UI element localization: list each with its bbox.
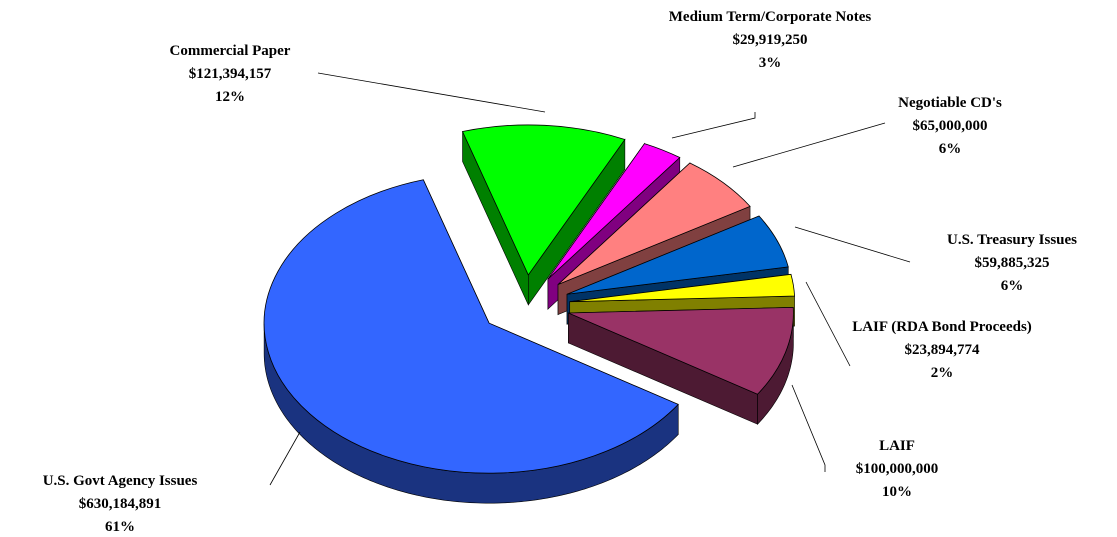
slice xyxy=(547,143,681,280)
leader-line xyxy=(791,384,826,472)
label-percent: 6% xyxy=(938,141,962,157)
label-name: LAIF (RDA Bond Proceeds) xyxy=(852,319,1032,335)
label-percent: 3% xyxy=(758,55,782,71)
data-label: Negotiable CD's $65,000,000 6% xyxy=(850,92,1050,161)
data-label: U.S. Treasury Issues $59,885,325 6% xyxy=(912,229,1112,298)
leader-line xyxy=(732,122,886,168)
slice xyxy=(557,162,751,285)
label-percent: 12% xyxy=(215,89,245,105)
slice xyxy=(566,215,789,295)
label-value: $29,919,250 xyxy=(732,32,808,48)
label-value: $59,885,325 xyxy=(974,255,1050,271)
label-name: Negotiable CD's xyxy=(898,95,1002,111)
data-label: Commercial Paper $121,394,157 12% xyxy=(120,40,340,109)
slice xyxy=(461,124,626,276)
label-name: U.S. Treasury Issues xyxy=(946,232,1078,248)
label-percent: 10% xyxy=(882,484,912,500)
label-name: LAIF xyxy=(879,438,915,454)
label-value: $65,000,000 xyxy=(912,118,988,134)
leader-line xyxy=(269,431,301,486)
label-name: U.S. Govt Agency Issues xyxy=(42,473,198,489)
label-percent: 6% xyxy=(1000,278,1024,294)
label-name: Commercial Paper xyxy=(169,43,291,59)
leader-line xyxy=(671,112,756,139)
label-value: $23,894,774 xyxy=(904,342,980,358)
leader-line xyxy=(805,281,851,367)
label-percent: 61% xyxy=(105,519,135,535)
label-value: $121,394,157 xyxy=(188,66,272,82)
data-label: U.S. Govt Agency Issues $630,184,891 61% xyxy=(0,470,240,537)
data-label: Medium Term/Corporate Notes $29,919,250 3% xyxy=(660,6,880,75)
slice xyxy=(568,306,794,395)
leader-line xyxy=(317,72,546,113)
slice xyxy=(569,273,795,303)
leader-line xyxy=(794,226,911,263)
slice xyxy=(263,179,679,474)
label-name: Medium Term/Corporate Notes xyxy=(668,9,872,25)
data-label: LAIF (RDA Bond Proceeds) $23,894,774 2% xyxy=(852,316,1032,385)
label-value: $630,184,891 xyxy=(78,496,162,512)
data-label: LAIF $100,000,000 10% xyxy=(797,435,997,504)
label-value: $100,000,000 xyxy=(855,461,939,477)
label-percent: 2% xyxy=(930,365,954,381)
